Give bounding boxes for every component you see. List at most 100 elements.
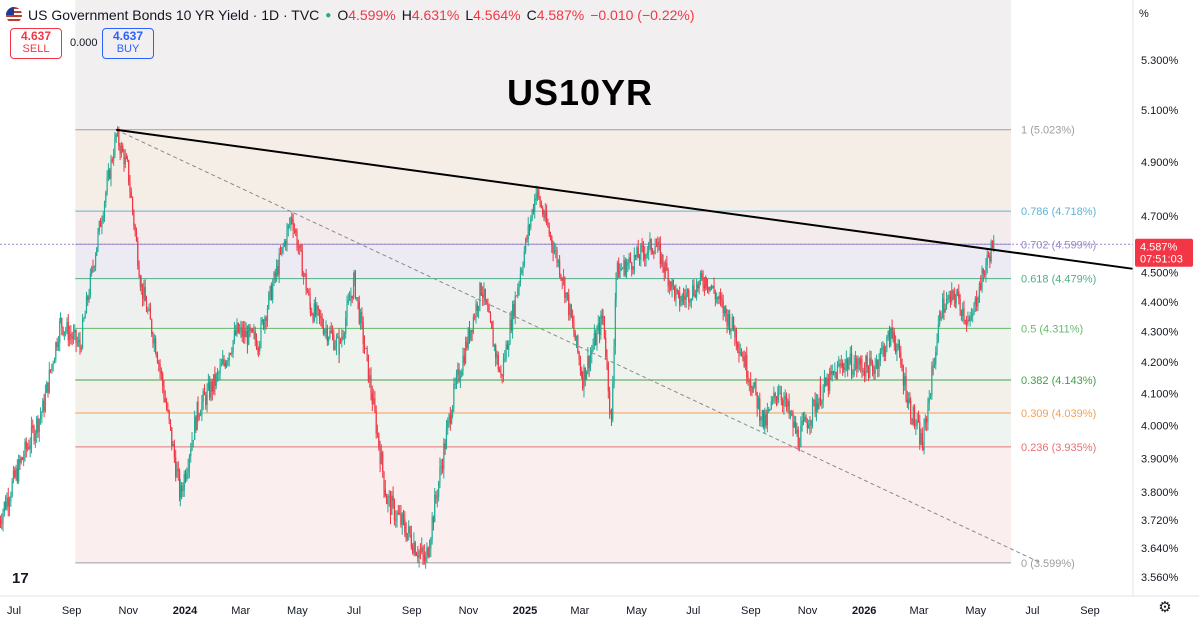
fib-label-1: 1 (5.023%) <box>1021 125 1075 137</box>
x-tick-label: Sep <box>62 605 82 617</box>
gear-icon[interactable]: ⚙ <box>1158 599 1172 616</box>
candle-body <box>585 371 588 380</box>
candle-body <box>817 403 819 410</box>
candle-body <box>476 304 478 311</box>
candle-body <box>164 398 166 402</box>
candle-body <box>110 159 112 179</box>
candle-body <box>838 363 840 366</box>
candle-body <box>461 371 463 377</box>
candle-body <box>518 282 520 288</box>
candle-body <box>986 254 988 265</box>
x-tick-label: Jul <box>1025 605 1039 617</box>
price-scale-unit[interactable]: % <box>1139 8 1149 20</box>
candle-body <box>393 500 396 521</box>
candle-body <box>282 245 284 248</box>
candle-body <box>787 400 789 407</box>
candle-body <box>279 253 282 254</box>
candle-body <box>155 338 157 354</box>
candle-body <box>515 295 518 297</box>
sell-button[interactable]: 4.637 SELL <box>10 28 62 59</box>
candle-body <box>158 362 160 364</box>
candle-body <box>493 345 495 347</box>
candle-body <box>525 238 527 252</box>
symbol-title[interactable]: US Government Bonds 10 YR Yield · 1D · T… <box>28 7 320 23</box>
buy-button[interactable]: 4.637 BUY <box>102 28 154 59</box>
candle-body <box>695 284 698 298</box>
candle-body <box>126 158 128 161</box>
candle-body <box>210 381 212 398</box>
candle-body <box>654 246 656 254</box>
candle-body <box>942 298 944 318</box>
candle-body <box>959 298 961 310</box>
candle-body <box>34 433 36 442</box>
last-price-tag <box>1135 238 1193 267</box>
candle-body <box>575 335 578 341</box>
candle-body <box>11 481 13 497</box>
candle-body <box>952 290 954 293</box>
x-tick-label: Nov <box>459 605 479 617</box>
candle-body <box>901 364 903 372</box>
candle-body <box>52 363 54 365</box>
candle-body <box>827 378 829 391</box>
fib-zone-0.309 <box>75 412 1012 447</box>
candle-body <box>15 468 17 478</box>
candle-body <box>482 294 484 298</box>
candle-body <box>489 312 492 322</box>
candle-body <box>292 220 294 231</box>
candle-body <box>14 470 16 478</box>
candle-body <box>177 469 179 472</box>
candle-body <box>583 367 585 389</box>
candle-body <box>156 354 159 363</box>
candle-body <box>655 246 658 248</box>
fib-label-0.5: 0.5 (4.311%) <box>1021 323 1083 335</box>
candle-body <box>0 520 2 523</box>
dashed-retrace-line <box>115 129 1041 564</box>
candle-body <box>487 304 489 312</box>
candle-body <box>703 285 705 289</box>
candle-body <box>668 281 671 287</box>
candle-body <box>984 273 986 276</box>
candle-body <box>718 295 720 300</box>
x-tick-label: Mar <box>570 605 589 617</box>
candle-body <box>826 378 828 386</box>
candle-body <box>526 238 528 240</box>
candle-body <box>940 317 942 319</box>
y-tick-label: 5.300% <box>1141 55 1179 67</box>
candle-body <box>147 310 149 312</box>
candle-body <box>832 371 835 374</box>
candle-body <box>326 328 328 341</box>
candle-body <box>697 284 699 289</box>
candle-body <box>6 497 8 509</box>
candle-body <box>692 285 694 299</box>
candle-body <box>308 292 310 294</box>
candle-body <box>188 456 191 469</box>
candle-body <box>362 321 364 344</box>
candle-body <box>179 485 181 498</box>
candle-body <box>701 273 703 278</box>
tradingview-logo-icon[interactable]: 17 <box>12 570 29 587</box>
candle-body <box>199 414 202 416</box>
candle-body <box>570 304 572 318</box>
low-label: L <box>465 7 474 23</box>
candle-body <box>162 373 164 387</box>
y-tick-label: 4.300% <box>1141 327 1179 339</box>
y-tick-label: 3.800% <box>1141 487 1179 499</box>
candle-body <box>29 444 31 449</box>
candle-body <box>262 320 265 329</box>
candle-body <box>371 393 373 405</box>
candle-body <box>675 289 677 299</box>
candle-body <box>155 353 157 355</box>
candle-body <box>693 285 695 295</box>
candle-body <box>255 340 258 349</box>
candle-body <box>578 352 580 360</box>
candle-body <box>641 245 643 247</box>
candle-body <box>534 198 536 212</box>
us-flag-icon <box>6 7 22 23</box>
candle-body <box>349 299 351 301</box>
x-tick-label: Mar <box>231 605 250 617</box>
candle-body <box>496 354 498 358</box>
candle-body <box>405 531 407 540</box>
candle-body <box>721 299 723 301</box>
change-value: −0.010 (−0.22%) <box>590 7 695 23</box>
